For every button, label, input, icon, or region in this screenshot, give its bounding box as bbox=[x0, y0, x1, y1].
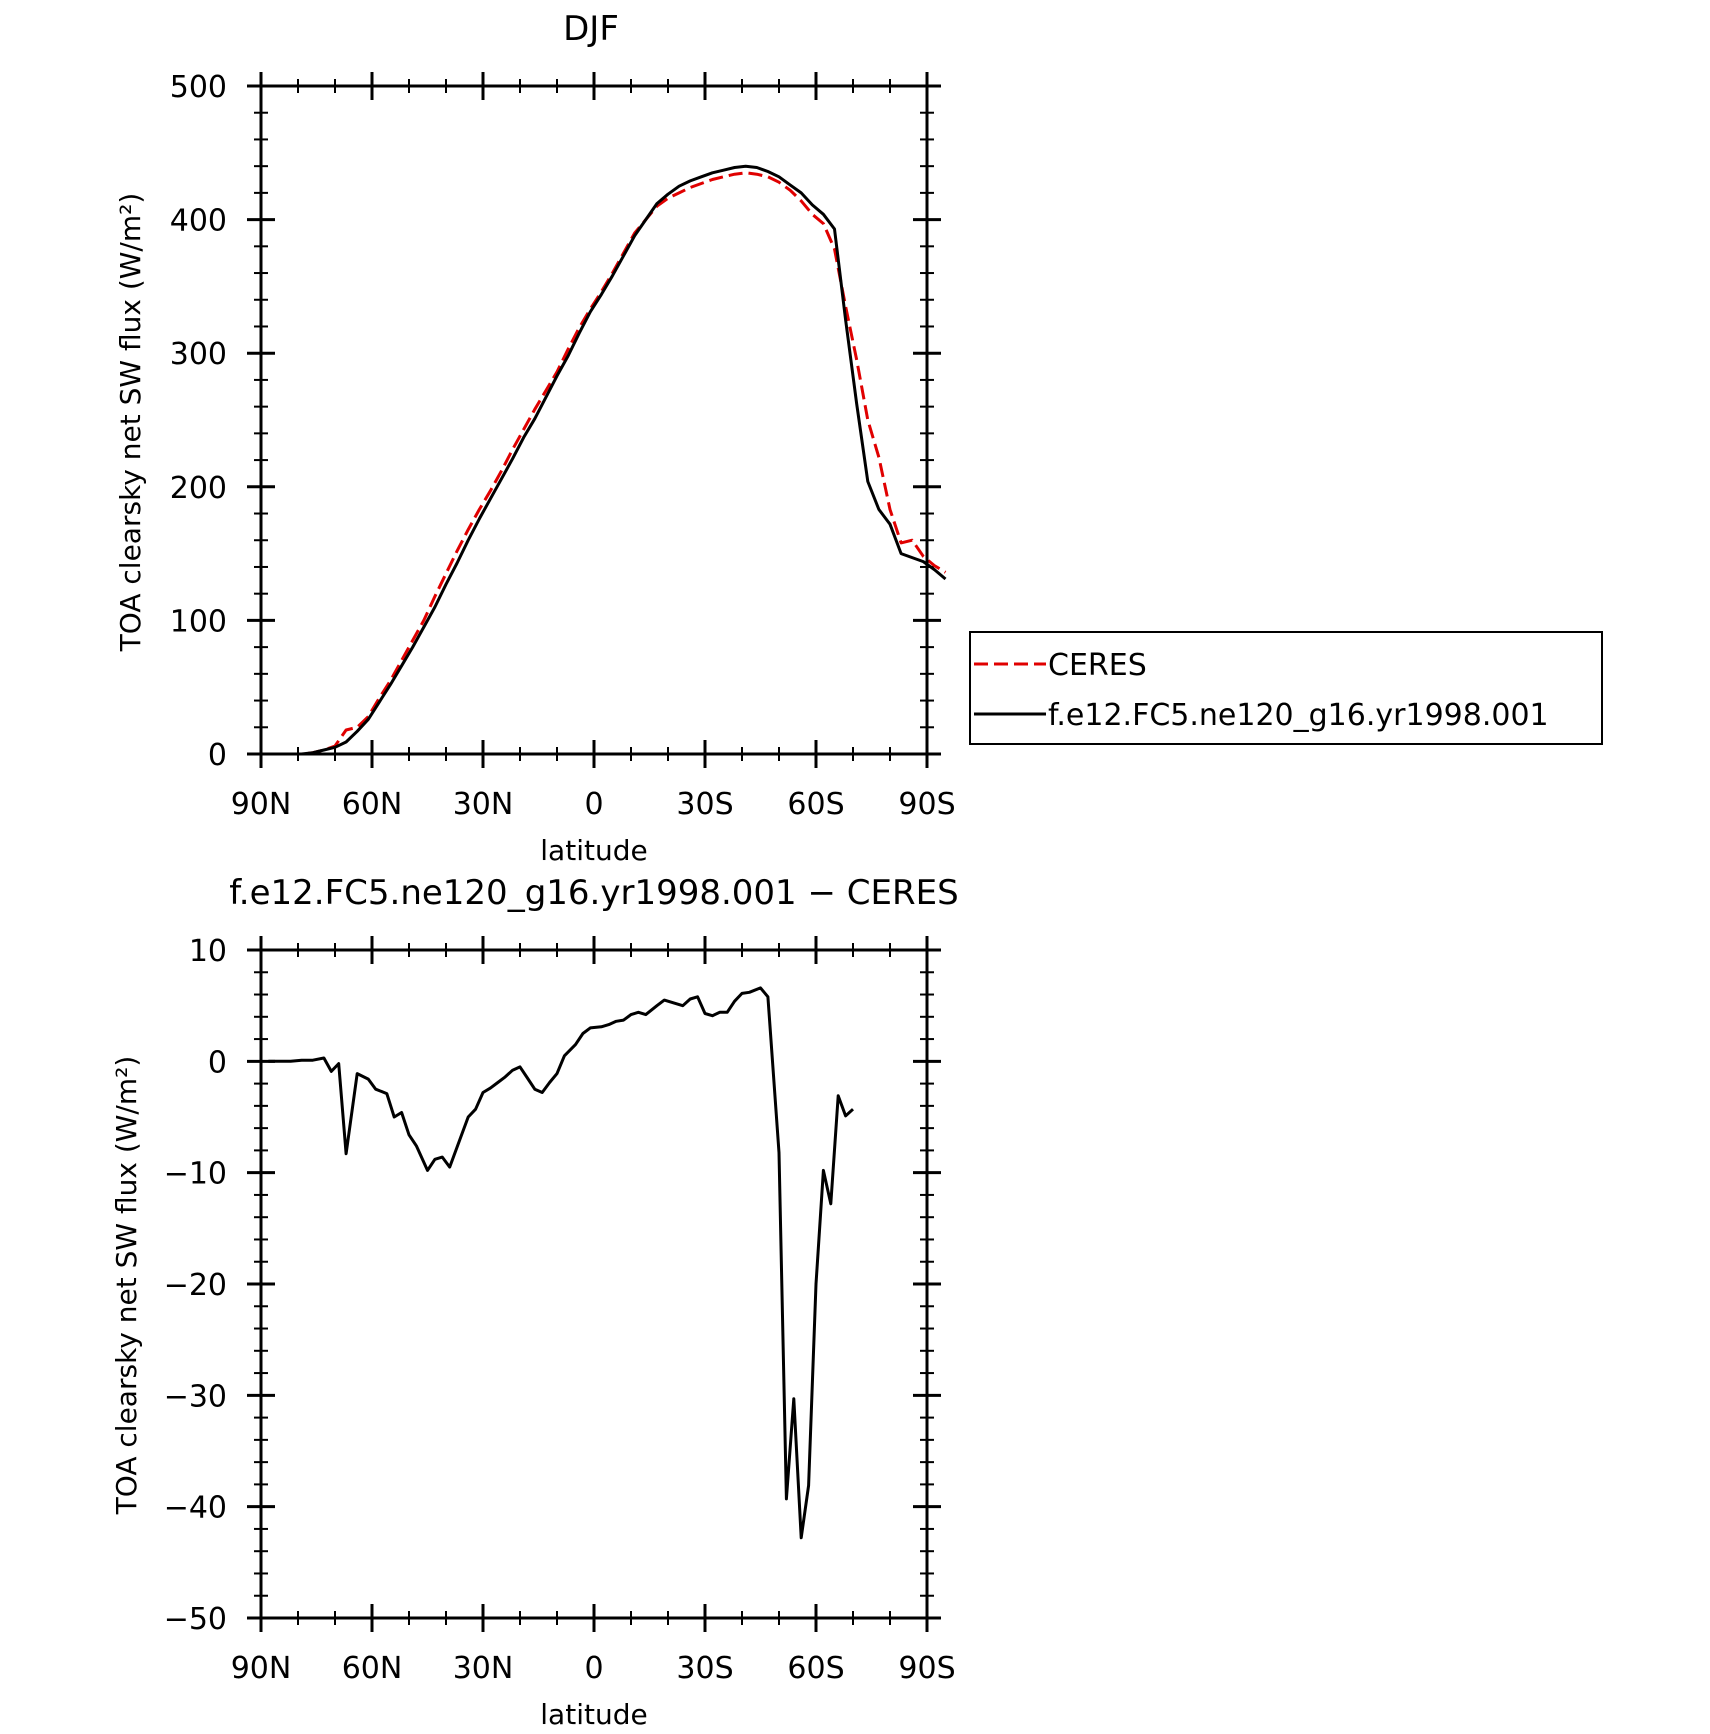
legend-label-model: f.e12.FC5.ne120_g16.yr1998.001 bbox=[1048, 698, 1549, 733]
x-tick-label: 90N bbox=[231, 787, 292, 822]
x-tick-label: 60N bbox=[342, 787, 403, 822]
legend-box bbox=[969, 631, 1603, 745]
y-tick-label: 300 bbox=[170, 337, 227, 372]
x-tick-label: 90S bbox=[898, 787, 955, 822]
chart-title-bottom: f.e12.FC5.ne120_g16.yr1998.001 − CERES bbox=[229, 873, 958, 913]
y-tick-label: 400 bbox=[170, 204, 227, 239]
y-tick-label: 100 bbox=[170, 604, 227, 639]
x-tick-label: 60S bbox=[787, 787, 844, 822]
y-axis-label-bottom: TOA clearsky net SW flux (W/m²) bbox=[110, 1056, 143, 1516]
y-tick-label: −10 bbox=[164, 1157, 227, 1192]
series-bottom bbox=[268, 986, 855, 1540]
x-tick-label: 30N bbox=[453, 787, 514, 822]
y-tick-label: 200 bbox=[170, 471, 227, 506]
series-line-ceres bbox=[268, 171, 947, 756]
x-tick-label: 30S bbox=[676, 1651, 733, 1686]
chart-title-top: DJF bbox=[563, 9, 619, 49]
y-tick-label: 0 bbox=[208, 738, 227, 773]
x-axis-label-bottom: latitude bbox=[540, 1698, 647, 1731]
x-tick-label: 0 bbox=[584, 787, 603, 822]
panel-bottom-difference: f.e12.FC5.ne120_g16.yr1998.001 − CERES 1… bbox=[110, 873, 959, 1731]
ticks-top: 0 100 200 300 400 500 90N 60N 30N 0 30S 60S 90S bbox=[170, 70, 956, 822]
y-axis-label-top: TOA clearsky net SW flux (W/m²) bbox=[114, 193, 147, 653]
legend-label-ceres: CERES bbox=[1048, 648, 1147, 683]
y-tick-label: 500 bbox=[170, 70, 227, 105]
series-line-f-e12-fc5-ne120-g16-yr1998-001 bbox=[268, 164, 947, 756]
x-axis-label-top: latitude bbox=[540, 834, 647, 867]
x-tick-label: 60S bbox=[787, 1651, 844, 1686]
x-tick-label: 0 bbox=[584, 1651, 603, 1686]
y-tick-label: −50 bbox=[164, 1602, 227, 1637]
series-top bbox=[268, 164, 947, 756]
x-tick-label: 60N bbox=[342, 1651, 403, 1686]
plot-frame-bottom bbox=[259, 948, 929, 1620]
x-tick-label: 30S bbox=[676, 787, 733, 822]
series-line-difference bbox=[268, 986, 855, 1540]
x-tick-label: 90N bbox=[231, 1651, 292, 1686]
y-tick-label: −30 bbox=[164, 1379, 227, 1414]
x-tick-label: 90S bbox=[898, 1651, 955, 1686]
legend: CERES f.e12.FC5.ne120_g16.yr1998.001 bbox=[969, 631, 1603, 745]
y-tick-label: −20 bbox=[164, 1268, 227, 1303]
plot-frame-top bbox=[259, 84, 929, 756]
y-tick-label: 0 bbox=[208, 1045, 227, 1080]
x-tick-label: 30N bbox=[453, 1651, 514, 1686]
y-tick-label: −40 bbox=[164, 1491, 227, 1526]
y-tick-label: 10 bbox=[189, 934, 227, 969]
